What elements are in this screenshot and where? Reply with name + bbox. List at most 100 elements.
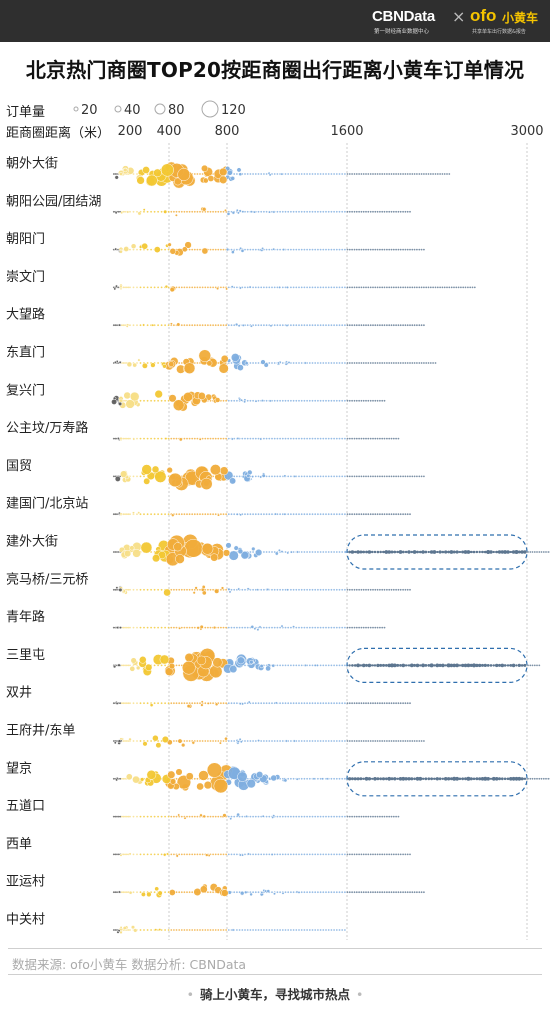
trail-dot xyxy=(127,286,130,289)
data-bubble xyxy=(175,768,183,776)
trail-dot xyxy=(395,891,397,894)
trail-dot xyxy=(346,853,349,856)
data-bubble xyxy=(253,627,257,631)
trail-dot xyxy=(183,929,186,931)
trail-dot xyxy=(425,286,428,289)
trail-dot xyxy=(333,664,335,667)
trail-dot xyxy=(178,210,181,213)
tail-dot xyxy=(413,663,417,667)
trail-dot xyxy=(469,286,472,289)
row-label: 公主坟/万寿路 xyxy=(6,420,88,436)
trail-dot xyxy=(204,929,207,931)
trail-dot xyxy=(112,173,115,175)
data-bubble xyxy=(286,588,290,592)
trail-dot xyxy=(338,702,341,705)
trail-dot xyxy=(236,173,238,175)
tail-dot xyxy=(500,777,504,781)
data-bubble xyxy=(135,665,141,671)
tail-dot xyxy=(489,777,493,780)
trail-dot xyxy=(238,815,241,818)
trail-dot xyxy=(374,740,377,742)
trail-dot xyxy=(150,588,153,591)
trail-dot xyxy=(372,740,374,742)
trail-dot xyxy=(306,324,308,327)
trail-dot xyxy=(362,210,365,213)
trail-dot xyxy=(209,777,212,780)
trail-dot xyxy=(464,286,467,289)
trail-dot xyxy=(260,929,263,931)
data-bubble xyxy=(250,625,255,629)
data-bubble xyxy=(206,701,210,705)
trail-dot xyxy=(531,777,534,780)
trail-dot xyxy=(411,891,414,894)
trail-dot xyxy=(236,399,238,402)
data-bubble xyxy=(218,363,229,374)
trail-dot xyxy=(209,399,212,402)
trail-dot xyxy=(287,513,290,516)
trail-dot xyxy=(418,891,421,894)
tail-dot xyxy=(392,663,397,668)
trail-dot xyxy=(317,437,319,440)
tail-dot xyxy=(506,550,510,554)
data-bubble xyxy=(116,437,120,440)
data-bubble xyxy=(119,436,123,440)
data-bubble xyxy=(142,323,146,327)
data-bubble xyxy=(239,890,245,896)
trail-dot xyxy=(358,475,360,478)
trail-dot xyxy=(423,286,425,289)
data-bubble xyxy=(120,211,124,215)
tail-dot xyxy=(367,663,372,668)
trail-dot xyxy=(353,588,356,591)
trail-dot xyxy=(341,891,344,894)
trail-dot xyxy=(531,664,534,667)
trail-dot xyxy=(306,702,308,705)
trail-dot xyxy=(290,777,292,780)
trail-dot xyxy=(112,740,115,742)
trail-dot xyxy=(132,588,135,591)
data-bubble xyxy=(114,247,118,251)
trail-dot xyxy=(467,286,469,289)
trail-dot xyxy=(392,173,395,175)
trail-dot xyxy=(132,210,135,213)
trail-dot xyxy=(254,437,257,440)
trail-dot xyxy=(395,362,397,364)
data-bubble xyxy=(237,656,245,665)
trail-dot xyxy=(191,324,194,327)
data-bubble xyxy=(115,284,118,288)
trail-dot xyxy=(244,929,246,931)
trail-dot xyxy=(188,740,191,742)
trail-dot xyxy=(411,740,414,742)
chart-title: 北京热门商圈TOP20按距商圈出行距离小黄车订单情况 xyxy=(25,58,525,82)
trail-dot xyxy=(116,551,118,553)
trail-dot xyxy=(306,815,308,818)
trail-dot xyxy=(388,248,391,251)
trail-dot xyxy=(319,437,322,440)
trail-dot xyxy=(167,815,170,818)
trail-dot xyxy=(333,853,335,856)
trail-dot xyxy=(127,437,130,440)
trail-dot xyxy=(227,399,230,402)
trail-dot xyxy=(427,362,430,364)
trail-dot xyxy=(290,324,292,327)
x-tick-label: 200 xyxy=(118,124,143,139)
trail-dot xyxy=(409,702,411,705)
cbndata-subtitle: 第一财经商业数据中心 xyxy=(374,29,430,35)
trail-dot xyxy=(423,173,425,175)
data-bubble xyxy=(251,546,256,552)
trail-dot xyxy=(327,210,330,213)
trail-dot xyxy=(290,210,292,213)
trail-dot xyxy=(180,853,183,856)
trail-dot xyxy=(353,437,356,440)
data-bubble xyxy=(117,739,122,744)
trail-dot xyxy=(402,702,404,705)
trail-dot xyxy=(298,929,300,931)
data-bubble xyxy=(201,164,209,172)
trail-dot xyxy=(322,248,325,251)
trail-dot xyxy=(351,853,353,856)
trail-dot xyxy=(306,551,308,553)
trail-dot xyxy=(311,324,314,327)
trail-dot xyxy=(335,362,338,364)
data-bubble xyxy=(175,854,179,858)
trail-dot xyxy=(124,815,126,818)
